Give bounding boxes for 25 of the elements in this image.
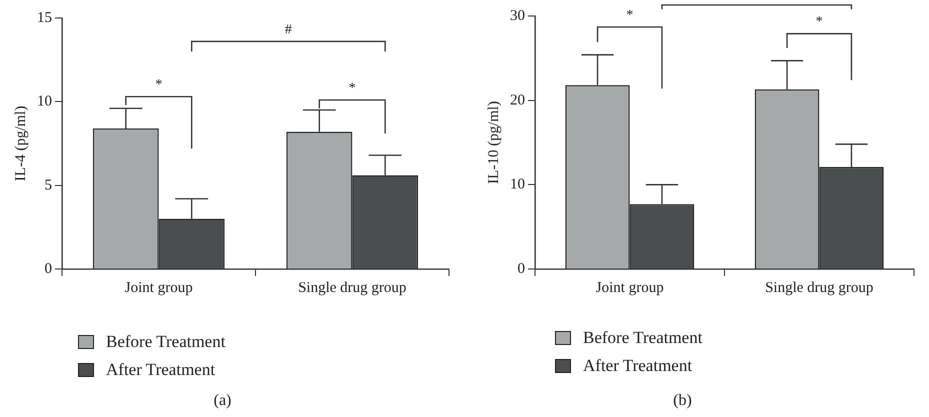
y-tick-label: 10	[510, 176, 525, 193]
y-tick-label: 10	[37, 94, 52, 110]
legend-label: Before Treatment	[583, 328, 702, 348]
legend-label: After Treatment	[583, 356, 692, 376]
y-tick-label: 15	[37, 10, 52, 26]
y-tick-label: 20	[510, 92, 525, 108]
legend-label: After Treatment	[106, 360, 216, 380]
annotation: *	[816, 14, 823, 30]
annotation: *	[155, 78, 162, 93]
legend-label: Before Treatment	[106, 332, 226, 352]
text: (a)	[212, 392, 232, 410]
y-tick-label: 0	[44, 260, 52, 277]
y-tick-label: 5	[44, 177, 52, 194]
y-axis-title: IL-10 (pg/ml)	[486, 101, 502, 184]
y-axis-title: IL-4 (pg/ml)	[12, 106, 29, 182]
x-tick-label: Joint group	[596, 280, 664, 296]
annotation: *	[348, 80, 356, 96]
x-tick-label: Joint group	[124, 280, 193, 296]
text: (b)	[672, 392, 693, 410]
y-tick-label: 30	[510, 8, 525, 24]
y-tick-label: 0	[518, 260, 525, 277]
annotation: #	[284, 22, 292, 38]
x-tick-label: Single drug group	[298, 280, 406, 296]
x-tick-label: Single drug group	[765, 280, 874, 296]
annotation: *	[626, 8, 634, 23]
